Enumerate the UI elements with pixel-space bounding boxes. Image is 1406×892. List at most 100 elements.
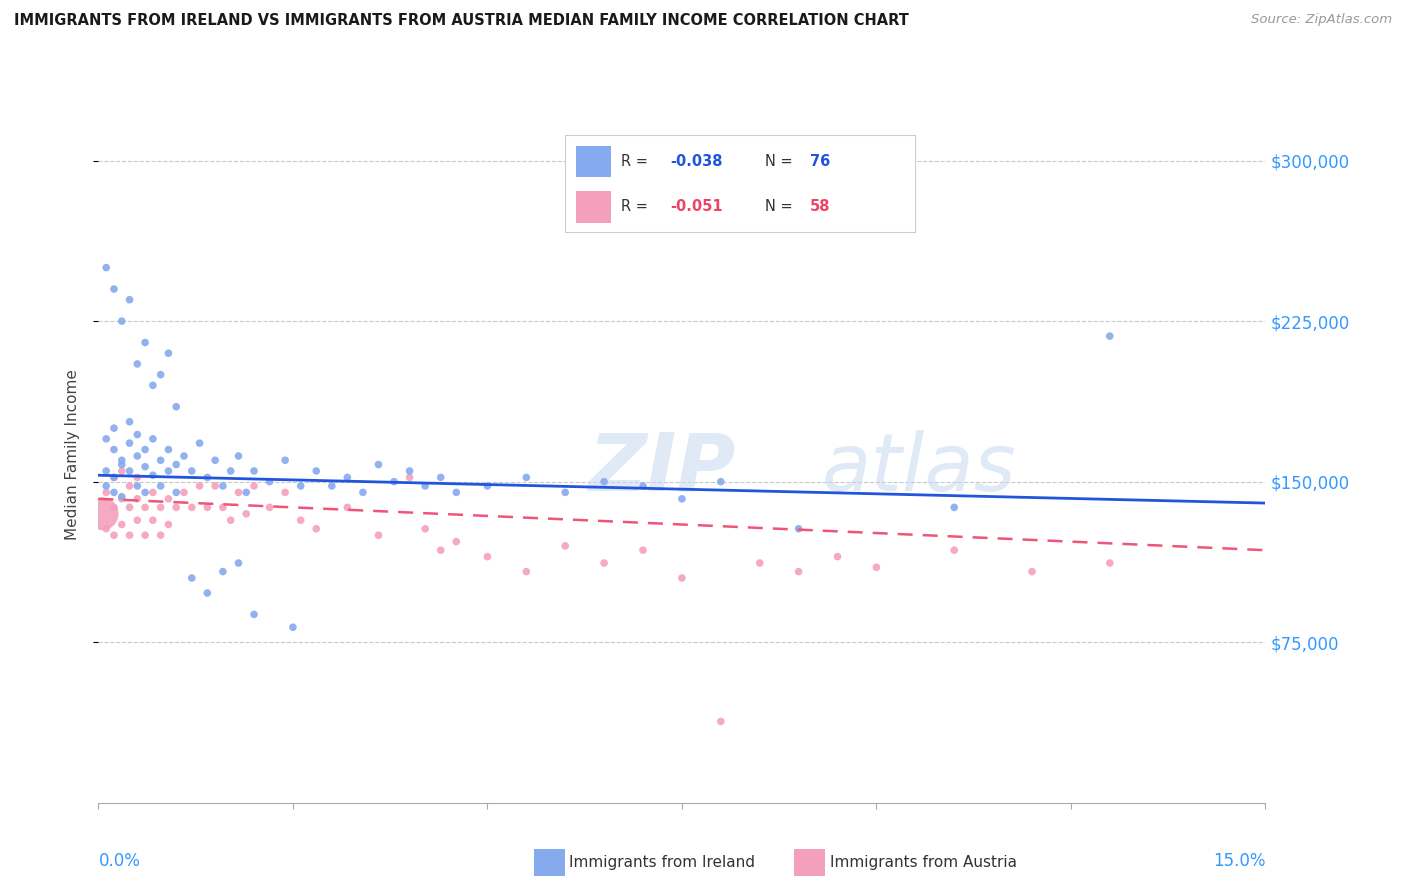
Text: Immigrants from Ireland: Immigrants from Ireland <box>569 855 755 870</box>
Point <box>127 357 149 371</box>
Point <box>243 479 266 493</box>
Point <box>398 464 420 478</box>
Point <box>290 479 312 493</box>
Point <box>259 475 281 489</box>
Point <box>943 543 966 558</box>
Point <box>235 485 257 500</box>
Point <box>142 485 165 500</box>
Point <box>235 507 257 521</box>
Point <box>204 479 226 493</box>
Point <box>281 620 304 634</box>
Point <box>103 470 125 484</box>
Point <box>429 543 451 558</box>
Point <box>593 556 616 570</box>
Point <box>477 549 499 564</box>
Point <box>157 491 180 506</box>
Point <box>212 500 235 515</box>
Point <box>195 470 218 484</box>
Point <box>336 500 359 515</box>
Point <box>188 436 211 450</box>
Point <box>103 421 125 435</box>
Point <box>204 453 226 467</box>
Point <box>180 464 202 478</box>
Point <box>865 560 887 574</box>
Point <box>103 528 125 542</box>
Point <box>180 500 202 515</box>
Point <box>367 528 389 542</box>
Point <box>429 470 451 484</box>
Point <box>398 470 420 484</box>
Point <box>103 485 125 500</box>
Point <box>228 485 250 500</box>
Point <box>180 571 202 585</box>
Point <box>748 556 770 570</box>
Point <box>118 464 141 478</box>
Point <box>149 528 172 542</box>
Point <box>515 470 537 484</box>
Point <box>165 458 187 472</box>
Point <box>710 714 733 729</box>
Point <box>142 432 165 446</box>
Point <box>367 458 389 472</box>
Text: atlas: atlas <box>823 430 1017 508</box>
Point <box>321 479 343 493</box>
Point <box>554 539 576 553</box>
Point <box>290 513 312 527</box>
Text: Immigrants from Austria: Immigrants from Austria <box>830 855 1017 870</box>
Point <box>103 442 125 457</box>
Point <box>188 479 211 493</box>
Point <box>943 500 966 515</box>
Point <box>96 485 118 500</box>
Point <box>127 449 149 463</box>
Text: 0.0%: 0.0% <box>98 852 141 870</box>
Point <box>305 464 328 478</box>
Point <box>195 586 218 600</box>
Point <box>212 479 235 493</box>
Point <box>446 485 468 500</box>
Point <box>631 543 654 558</box>
Point <box>127 470 149 484</box>
Point <box>352 485 374 500</box>
Point <box>118 293 141 307</box>
Text: Source: ZipAtlas.com: Source: ZipAtlas.com <box>1251 13 1392 27</box>
Point <box>118 436 141 450</box>
Point <box>1098 329 1121 343</box>
Point <box>554 485 576 500</box>
Point <box>134 528 156 542</box>
Text: 15.0%: 15.0% <box>1213 852 1265 870</box>
Point <box>111 314 134 328</box>
Point <box>228 449 250 463</box>
Point <box>149 453 172 467</box>
Point <box>103 282 125 296</box>
Point <box>165 500 187 515</box>
Point <box>118 528 141 542</box>
Text: ZIP: ZIP <box>589 430 735 508</box>
Point <box>228 556 250 570</box>
Point <box>413 522 436 536</box>
Point <box>91 507 114 521</box>
Point <box>671 491 693 506</box>
Point <box>118 415 141 429</box>
Point <box>157 517 180 532</box>
Point <box>243 607 266 622</box>
Point <box>142 513 165 527</box>
Point <box>127 513 149 527</box>
Point <box>165 485 187 500</box>
Point <box>157 442 180 457</box>
Point <box>96 260 118 275</box>
Point <box>219 513 242 527</box>
Point <box>446 534 468 549</box>
Point <box>127 479 149 493</box>
Point <box>477 479 499 493</box>
Point <box>111 464 134 478</box>
Point <box>382 475 405 489</box>
Point <box>515 565 537 579</box>
Point <box>111 491 134 506</box>
Point <box>96 464 118 478</box>
Point <box>103 500 125 515</box>
Point <box>134 442 156 457</box>
Point <box>96 479 118 493</box>
Point <box>173 485 195 500</box>
Point <box>118 479 141 493</box>
Point <box>710 475 733 489</box>
